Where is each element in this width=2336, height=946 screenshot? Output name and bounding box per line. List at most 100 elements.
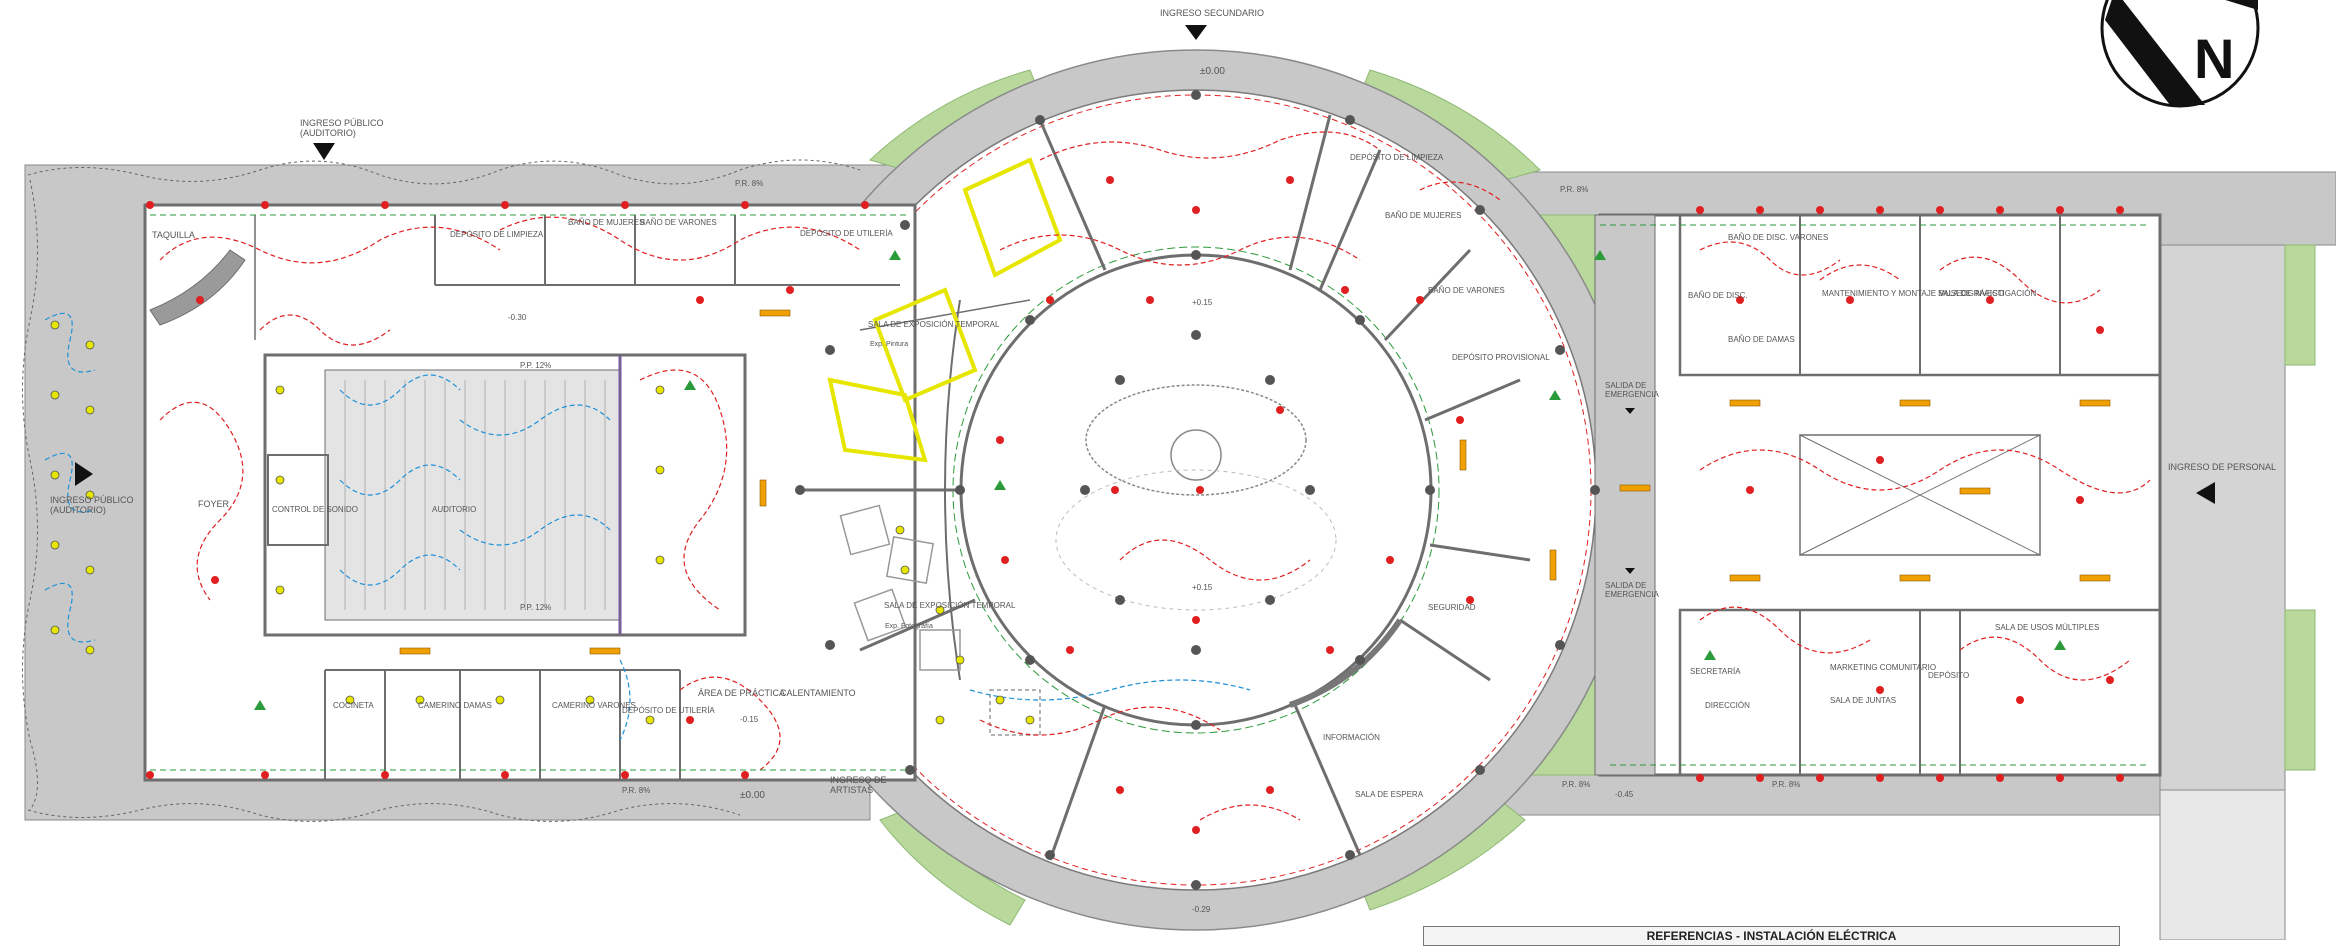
red-light-fixtures	[146, 176, 2124, 834]
room-deposito-utileria-w: DEPÓSITO DE UTILERÍA	[800, 229, 893, 238]
room-camerino-damas: CAMERINO DAMAS	[418, 701, 492, 710]
arrow-staff-entrance	[2196, 482, 2215, 504]
exhibition-boxes	[839, 504, 1041, 736]
label-public-entrance-1: INGRESO PÚBLICO	[300, 118, 384, 128]
room-calentamiento: CALENTAMIENTO	[780, 688, 856, 698]
room-seguridad: SEGURIDAD	[1428, 603, 1476, 612]
orange-panels	[399, 309, 2111, 655]
room-bano-varones-w: BAÑO DE VARONES	[640, 218, 717, 227]
green-circuits	[150, 214, 2150, 771]
room-mantenimiento: MANTENIMIENTO Y MONTAJE MUSEOGRÁFICO	[1822, 289, 2004, 298]
room-deposito-utileria-s: DEPÓSITO DE UTILERÍA	[622, 706, 715, 715]
arrow-emergency-2	[1625, 568, 1635, 574]
room-deposito-provisional: DEPÓSITO PROVISIONAL	[1452, 353, 1550, 362]
label-artists-2: ARTISTAS	[830, 785, 873, 795]
north-arrow: N	[2100, 0, 2260, 108]
room-cocineta: COCINETA	[333, 701, 374, 710]
green-fixtures	[254, 250, 2066, 710]
level-2: -0.15	[740, 715, 759, 724]
room-camerino-varones: CAMERINO VARONES	[552, 701, 636, 710]
exhibit-frame-2	[872, 287, 978, 403]
label-public-entrance-2: (AUDITORIO)	[300, 128, 356, 138]
legend-title: REFERENCIAS - INSTALACIÓN ELÉCTRICA	[1423, 926, 2120, 946]
paved-surroundings	[24, 164, 2336, 940]
room-sala-usos-multiples: SALA DE USOS MÚLTIPLES	[1995, 623, 2099, 632]
arrow-east-public-entrance	[75, 462, 93, 486]
room-bano-varones-c: BAÑO DE VARONES	[1428, 286, 1505, 295]
room-sala-expo-1-sub: Exp. Pintura	[870, 341, 908, 348]
room-taquilla: TAQUILLA	[152, 230, 195, 240]
east-link-corridor	[1594, 214, 1656, 776]
room-sala-expo-1: SALA DE EXPOSICIÓN TEMPORAL	[868, 320, 1000, 329]
slope-1: P.P. 12%	[520, 361, 551, 370]
room-control-sonido: CONTROL DE SONIDO	[272, 505, 358, 514]
room-bano-mujeres-c: BAÑO DE MUJERES	[1385, 211, 1461, 220]
east-wing-outline	[1598, 213, 2162, 777]
entrance-arrows	[75, 25, 2215, 574]
level-1: -0.30	[508, 313, 527, 322]
label-staff-entrance: INGRESO DE PERSONAL	[2168, 462, 2276, 472]
room-sala-expo-2-sub: Exp. Fotografía	[885, 623, 933, 630]
entrance-labels: INGRESO SECUNDARIO INGRESO PÚBLICO (AUDI…	[50, 8, 2276, 795]
room-deposito-limpieza-c: DEPÓSITO DE LIMPIEZA	[1350, 153, 1444, 162]
room-secretaria: SECRETARÍA	[1690, 667, 1741, 676]
blue-circuits	[44, 312, 1251, 741]
east-lower-road	[2159, 789, 2286, 940]
sound-control	[267, 454, 329, 546]
room-marketing: MARKETING COMUNITARIO	[1830, 663, 1936, 672]
room-deposito-e: DEPÓSITO	[1928, 671, 1969, 680]
room-bano-disc-varones: BAÑO DE DISC. VARONES	[1728, 233, 1828, 242]
label-emergency-exit-1a: SALIDA DE	[1605, 381, 1646, 390]
label-west-public-entrance-2: (AUDITORIO)	[50, 505, 106, 515]
label-emergency-exit-2a: SALIDA DE	[1605, 581, 1646, 590]
room-area-practica: ÁREA DE PRÁCTICA	[698, 688, 785, 698]
arrow-secondary-entrance	[1185, 25, 1207, 40]
ramp-4: P.R. 8%	[622, 786, 650, 795]
arrow-public-entrance	[313, 143, 335, 160]
room-sala-investigacion: SALA DE INVESTIGACIÓN	[1938, 289, 2036, 298]
north-letter: N	[2194, 27, 2234, 90]
exhibition-panels	[827, 157, 1063, 463]
label-west-public-entrance-1: INGRESO PÚBLICO	[50, 495, 134, 505]
level-5: +0.15	[1192, 298, 1213, 307]
ramp-5: P.R. 8%	[1772, 780, 1800, 789]
ramp-3: P.R. 8%	[1562, 780, 1590, 789]
room-bano-mujeres-w: BAÑO DE MUJERES	[568, 218, 644, 227]
room-bano-disc: BAÑO DE DISC.	[1688, 291, 1748, 300]
lawn-east-strip-2	[2284, 244, 2316, 366]
room-direccion: DIRECCIÓN	[1705, 701, 1750, 710]
ticket-booth-counter	[149, 249, 246, 326]
east-road	[2159, 244, 2286, 796]
auditorium-seating	[324, 369, 621, 621]
slope-2: P.P. 12%	[520, 603, 551, 612]
room-auditorio: AUDITORIO	[432, 505, 476, 514]
grey-perimeter-circuits	[22, 159, 861, 822]
columns	[795, 90, 1600, 890]
room-sala-espera: SALA DE ESPERA	[1355, 790, 1424, 799]
auditorium-seat-grid	[344, 380, 606, 610]
red-circuits	[159, 131, 2151, 821]
label-artists-1: INGRESO DE	[830, 775, 887, 785]
label-secondary-entrance: INGRESO SECUNDARIO	[1160, 8, 1264, 18]
west-wing	[143, 203, 917, 782]
level-4: +0.15	[1192, 583, 1213, 592]
level-labels: ±0.00 ±0.00 -0.30 -0.15 -0.45 +0.15 +0.1…	[508, 66, 1800, 914]
ramp-2: P.R. 8%	[1560, 185, 1588, 194]
east-wing	[1594, 213, 2162, 777]
room-sala-expo-2: SALA DE EXPOSICIÓN TEMPORAL	[884, 601, 1016, 610]
central-stage	[1085, 384, 1307, 496]
level-3: -0.45	[1615, 790, 1634, 799]
room-foyer: FOYER	[198, 499, 230, 509]
central-void	[1799, 434, 2041, 556]
arrow-emergency-1	[1625, 408, 1635, 414]
room-labels: TAQUILLA DEPÓSITO DE LIMPIEZA BAÑO DE MU…	[152, 153, 2099, 799]
room-bano-damas-e: BAÑO DE DAMAS	[1728, 335, 1795, 344]
exhibit-frame-1	[962, 157, 1063, 278]
level-bottom: ±0.00	[740, 790, 765, 801]
label-emergency-exit-1b: EMERGENCIA	[1605, 390, 1659, 399]
level-6: -0.29	[1192, 905, 1211, 914]
room-sala-juntas: SALA DE JUNTAS	[1830, 696, 1896, 705]
room-informacion: INFORMACIÓN	[1323, 733, 1380, 742]
lawn-east-strip-3	[2284, 609, 2316, 771]
